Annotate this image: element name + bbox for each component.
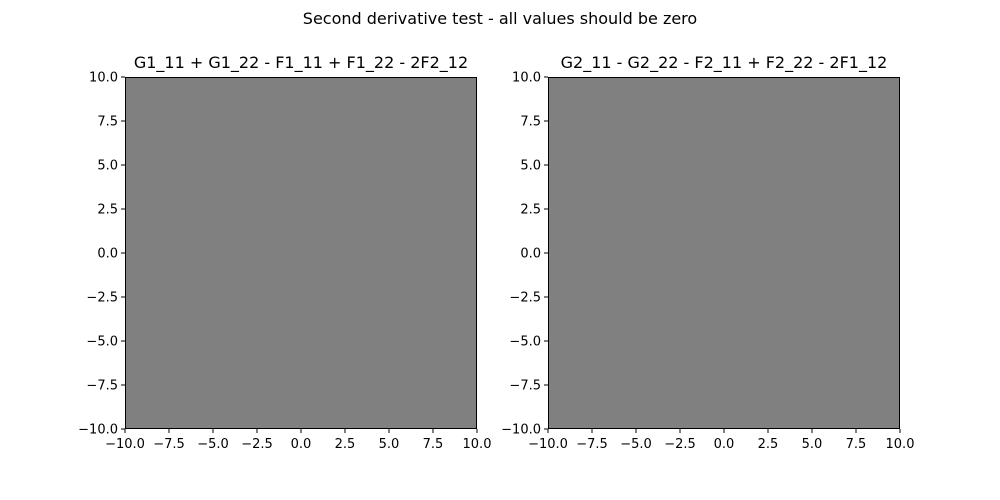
heatmap-image bbox=[125, 77, 477, 429]
x-tick-label: −7.5 bbox=[576, 437, 608, 452]
figure-suptitle: Second derivative test - all values shou… bbox=[303, 9, 697, 28]
x-tick-label: −10.0 bbox=[105, 437, 145, 452]
y-tick-label: 5.0 bbox=[97, 159, 118, 174]
subplot-title: G2_11 - G2_22 - F2_11 + F2_22 - 2F1_12 bbox=[561, 53, 888, 73]
subplots: G1_11 + G1_22 - F1_11 + F1_22 - 2F2_12 −1… bbox=[78, 53, 914, 452]
y-tick-label: 0.0 bbox=[520, 247, 541, 262]
x-tick-label: 10.0 bbox=[886, 437, 915, 452]
y-tick-label: −5.0 bbox=[509, 335, 541, 350]
y-tick-label: −2.5 bbox=[86, 291, 118, 306]
y-tick-label: −10.0 bbox=[78, 423, 118, 438]
y-tick-label: 7.5 bbox=[97, 115, 118, 130]
x-tick-label: 0.0 bbox=[291, 437, 312, 452]
subplot-2: G2_11 - G2_22 - F2_11 + F2_22 - 2F1_12 −1… bbox=[501, 53, 914, 452]
x-tick-label: −5.0 bbox=[197, 437, 229, 452]
heatmap-image bbox=[548, 77, 900, 429]
axes-frame bbox=[548, 77, 900, 429]
y-tick-label: 0.0 bbox=[97, 247, 118, 262]
subplot-1: G1_11 + G1_22 - F1_11 + F1_22 - 2F2_12 −1… bbox=[78, 53, 491, 452]
x-tick-label: −2.5 bbox=[664, 437, 696, 452]
x-tick-label: 0.0 bbox=[714, 437, 735, 452]
y-tick-label: 10.0 bbox=[89, 71, 118, 86]
axes-frame bbox=[125, 77, 477, 429]
x-tick-label: 5.0 bbox=[379, 437, 400, 452]
x-tick-label: 7.5 bbox=[846, 437, 867, 452]
subplot-title: G1_11 + G1_22 - F1_11 + F1_22 - 2F2_12 bbox=[134, 53, 468, 73]
y-tick-label: −7.5 bbox=[509, 379, 541, 394]
x-tick-label: 2.5 bbox=[758, 437, 779, 452]
y-tick-label: 7.5 bbox=[520, 115, 541, 130]
x-tick-label: −7.5 bbox=[153, 437, 185, 452]
y-tick-label: −5.0 bbox=[86, 335, 118, 350]
x-tick-label: 10.0 bbox=[463, 437, 492, 452]
y-tick-label: 2.5 bbox=[520, 203, 541, 218]
y-tick-label: 2.5 bbox=[97, 203, 118, 218]
x-tick-label: 5.0 bbox=[802, 437, 823, 452]
x-tick-label: −5.0 bbox=[620, 437, 652, 452]
y-tick-label: 5.0 bbox=[520, 159, 541, 174]
x-tick-label: 2.5 bbox=[335, 437, 356, 452]
x-tick-label: −2.5 bbox=[241, 437, 273, 452]
y-tick-label: −7.5 bbox=[86, 379, 118, 394]
x-tick-label: −10.0 bbox=[528, 437, 568, 452]
x-tick-label: 7.5 bbox=[423, 437, 444, 452]
y-tick-label: −2.5 bbox=[509, 291, 541, 306]
y-tick-label: 10.0 bbox=[512, 71, 541, 86]
y-tick-label: −10.0 bbox=[501, 423, 541, 438]
